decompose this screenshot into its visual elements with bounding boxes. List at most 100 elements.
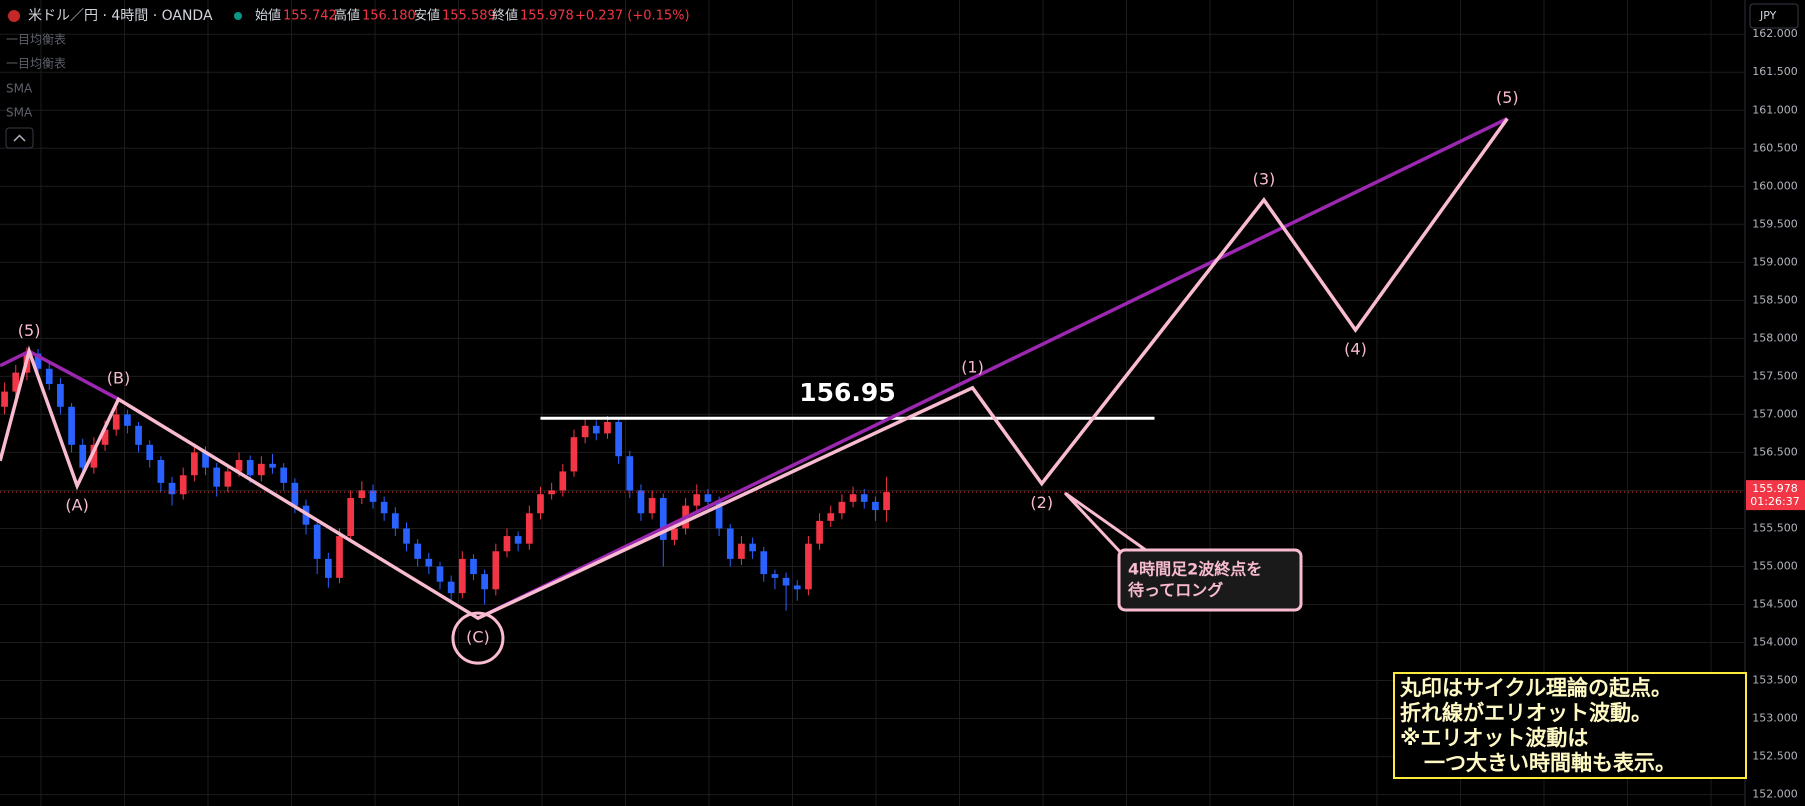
close-label: 終値 (492, 8, 518, 24)
candle-body (671, 528, 678, 540)
level-label: 156.95 (799, 378, 895, 407)
y-tick-label: 160.500 (1752, 141, 1798, 154)
indicator[interactable]: SMA (6, 82, 33, 96)
symbol: 米ドル／円 · 4時間 · OANDA (28, 8, 213, 24)
low-value: 155.589 (442, 9, 496, 24)
y-tick-label: 161.000 (1752, 103, 1798, 116)
currency-button[interactable] (1749, 3, 1799, 29)
y-tick-label: 155.500 (1752, 521, 1798, 534)
time-grid (0, 0, 1744, 806)
y-tick-label: 157.500 (1752, 369, 1798, 382)
y-tick-label: 153.000 (1752, 712, 1798, 725)
low-label: 安値 (414, 8, 440, 24)
candle-body (414, 543, 422, 559)
open-value: 155.742 (283, 9, 337, 24)
candle-body (604, 422, 611, 434)
candle-body (246, 460, 254, 476)
candle-body (827, 513, 835, 521)
wave-label: (2) (1030, 493, 1053, 512)
y-tick-label: 152.500 (1752, 750, 1798, 763)
y-tick-label: 153.500 (1752, 674, 1798, 687)
candle-body (470, 558, 477, 575)
candle-body (581, 425, 589, 438)
indicator[interactable]: 一目均衡表 (6, 33, 66, 47)
candle-body (838, 501, 846, 514)
candle-body (425, 558, 433, 567)
candle-body (235, 460, 243, 472)
candle-body (749, 543, 756, 552)
candle-body (336, 536, 343, 578)
last-price-label: 155.978 (1752, 482, 1798, 495)
candle-body (380, 501, 388, 514)
candle-body (291, 482, 299, 506)
candle-body (548, 490, 555, 495)
candle-body (313, 524, 321, 559)
open-label: 始値 (255, 8, 281, 24)
candle-body (403, 528, 410, 544)
callout-text: 待ってロング (1128, 581, 1223, 600)
candle-body (648, 498, 656, 514)
candle-body (704, 494, 712, 502)
candle-body (68, 406, 75, 445)
candle-body (481, 574, 488, 590)
wave-label: (1) (961, 357, 984, 376)
candle-body (269, 463, 276, 468)
candle-body (782, 577, 790, 586)
wave-label: (B) (107, 369, 130, 388)
candle-body (514, 536, 522, 544)
candle-body (659, 498, 667, 540)
y-tick-label: 155.000 (1752, 559, 1798, 572)
note-line: 丸印はサイクル理論の起点。 (1399, 676, 1672, 700)
y-tick-label: 152.000 (1752, 788, 1798, 801)
y-tick-label: 159.500 (1752, 217, 1798, 230)
callout-text: 4時間足2波終点を (1128, 560, 1262, 579)
callout-pointer (1063, 491, 1151, 558)
indicator[interactable]: 一目均衡表 (6, 57, 66, 71)
y-tick-label: 154.500 (1752, 598, 1798, 611)
candle-body (34, 353, 42, 369)
wave-label: (4) (1344, 340, 1367, 359)
y-tick-label: 158.000 (1752, 331, 1798, 344)
wave-label: (5) (1496, 88, 1519, 107)
note-line: ※エリオット波動は (1400, 726, 1588, 750)
high-label: 高値 (334, 8, 360, 24)
candle-body (693, 494, 701, 506)
candle-body (101, 429, 109, 445)
change: +0.237 (+0.15%) (575, 9, 690, 24)
candle-body (537, 494, 544, 514)
wave-label: (C) (466, 628, 490, 647)
candle-body (224, 471, 232, 487)
candle-body (793, 585, 801, 590)
market-status (234, 12, 242, 20)
wave-label: (5) (18, 321, 41, 340)
candle-body (492, 551, 500, 590)
candle-body (559, 471, 567, 491)
collapse-icon (13, 134, 26, 142)
candle-body (525, 513, 533, 544)
candle-body (347, 498, 355, 537)
candle-body (79, 444, 87, 468)
candle-body (124, 414, 131, 426)
y-tick-label: 158.500 (1752, 293, 1798, 306)
candle-body (135, 425, 142, 445)
candle-body (637, 490, 645, 514)
indicator[interactable]: SMA (6, 106, 33, 120)
currency[interactable]: JPY (1759, 9, 1777, 22)
candle-body (146, 444, 154, 461)
candle-body (45, 368, 53, 384)
collapse-button[interactable] (5, 127, 34, 149)
candle-body (760, 551, 768, 575)
candle-body (738, 543, 745, 559)
countdown: 01:26:37 (1750, 495, 1799, 508)
y-tick-label: 159.000 (1752, 255, 1798, 268)
candle-body (90, 444, 98, 468)
note-line: 折れ線がエリオット波動。 (1400, 701, 1652, 725)
candle-body (324, 558, 332, 578)
candle-body (168, 482, 176, 495)
last-price-box (1746, 480, 1805, 511)
y-tick-label: 161.500 (1752, 65, 1798, 78)
candle-body (12, 372, 20, 392)
candle-body (358, 490, 366, 499)
